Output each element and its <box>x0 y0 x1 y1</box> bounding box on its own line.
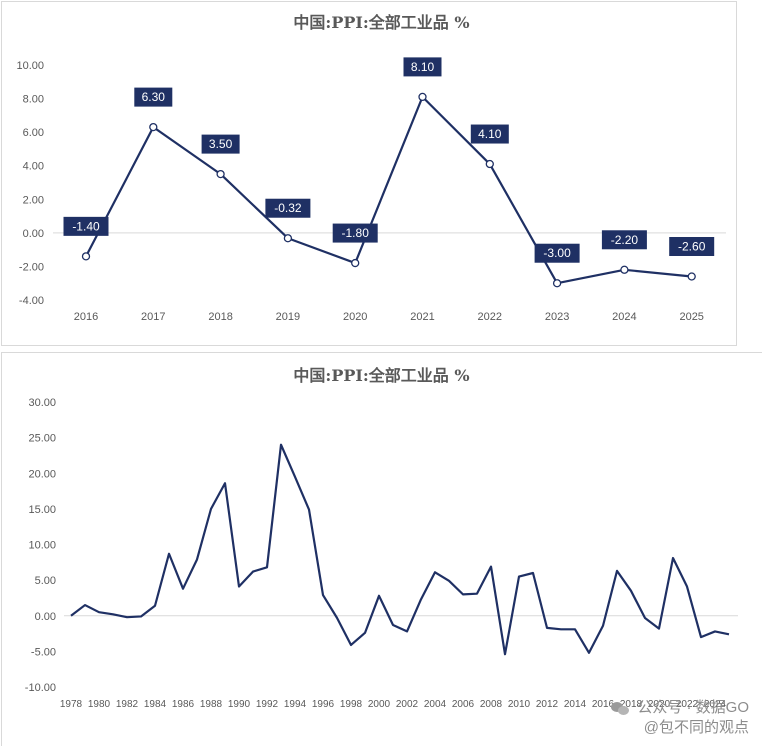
y-tick-label: -4.00 <box>19 295 44 307</box>
y-tick-label: 4.00 <box>23 161 44 173</box>
data-label-box <box>534 243 580 263</box>
y-tick-label: 10.00 <box>16 60 44 72</box>
x-tick-label: 2020 <box>648 699 671 710</box>
chart-panel-recent: 中国:PPI:全部工业品 % 10.00 8.00 6.00 4.00 2.00 0.00… <box>0 0 763 346</box>
y-tick-label: 15.00 <box>28 504 56 516</box>
line-chart-2016-2025: 10.00 8.00 6.00 4.00 2.00 0.00 -2.00 -4.00 2016 2… <box>16 57 726 323</box>
x-tick-label: 2025 <box>679 311 703 323</box>
series-line <box>70 443 730 656</box>
x-tick-label: 1988 <box>200 699 223 710</box>
data-label-box <box>601 230 647 250</box>
watermark-account: 公众号 · 数据GO <box>637 699 749 716</box>
x-tick-label: 1982 <box>116 699 139 710</box>
data-point <box>283 234 293 243</box>
x-tick-label: 2022 <box>676 699 699 710</box>
data-label: -2.20 <box>611 233 639 247</box>
y-tick-label: -5.00 <box>31 646 56 658</box>
data-point <box>687 272 696 281</box>
x-tick-label: 2002 <box>396 699 419 710</box>
data-label-box <box>669 237 715 256</box>
x-tick-label: 2018 <box>208 311 232 323</box>
data-label: -3.00 <box>543 246 571 260</box>
data-label: -1.80 <box>342 226 370 240</box>
x-tick-label: 2022 <box>478 311 502 323</box>
x-tick-label: 2024 <box>612 311 636 323</box>
y-tick-label: 25.00 <box>28 433 56 445</box>
x-tick-label: 2018 <box>620 699 643 710</box>
y-tick-label: 5.00 <box>35 575 56 587</box>
data-label-box <box>403 57 442 77</box>
data-label: -0.32 <box>274 201 302 215</box>
chart-frame <box>1 1 737 346</box>
chart-title: 中国:PPI:全部工业品 % <box>293 366 470 385</box>
chart-frame <box>1 352 762 746</box>
x-tick-label: 2014 <box>564 699 587 710</box>
data-label: 8.10 <box>411 60 435 74</box>
x-tick-label: 1996 <box>312 699 335 710</box>
x-tick-label: 2023 <box>545 311 569 323</box>
x-tick-label: 1992 <box>256 699 279 710</box>
y-tick-label: 2.00 <box>23 194 44 206</box>
y-tick-label: 0.00 <box>35 611 56 623</box>
x-tick-label: 1986 <box>172 699 195 710</box>
data-point <box>418 92 427 102</box>
x-tick-label: 2021 <box>410 311 434 323</box>
series-line <box>85 95 692 285</box>
data-label-box <box>470 124 509 144</box>
y-tick-label: 6.00 <box>23 127 44 139</box>
data-label: -2.60 <box>678 240 706 254</box>
x-tick-label: 1990 <box>228 699 251 710</box>
y-tick-label: 10.00 <box>28 540 56 552</box>
data-label: 3.50 <box>209 137 233 151</box>
x-tick-label: 2000 <box>368 699 391 710</box>
watermark: 公众号 · 数据GO @包不同的观点 <box>611 698 749 738</box>
data-point <box>149 122 158 132</box>
x-tick-label: 2010 <box>508 699 531 710</box>
x-tick-label: 2016 <box>74 311 98 323</box>
data-point <box>81 252 91 261</box>
data-point <box>552 279 562 288</box>
data-point <box>216 169 225 179</box>
x-tick-label: 2017 <box>141 311 165 323</box>
x-tick-label: 1980 <box>88 699 111 710</box>
y-tick-label: 20.00 <box>28 468 56 480</box>
data-label-box <box>63 216 109 236</box>
x-tick-label: 2004 <box>424 699 447 710</box>
watermark-author: @包不同的观点 <box>643 719 749 736</box>
x-tick-label: 1984 <box>144 699 167 710</box>
data-label: -1.40 <box>72 219 100 233</box>
data-label-box <box>134 87 173 107</box>
data-label: 6.30 <box>142 90 166 104</box>
data-label-box <box>265 198 311 218</box>
x-tick-label: 2016 <box>592 699 615 710</box>
wechat-icon <box>611 700 631 716</box>
x-tick-label: 2006 <box>452 699 475 710</box>
x-tick-label: 1994 <box>284 699 307 710</box>
data-point <box>620 265 629 274</box>
y-tick-label: 0.00 <box>23 228 44 240</box>
data-label: 4.10 <box>478 127 502 141</box>
x-tick-label: 2008 <box>480 699 503 710</box>
y-tick-label: -10.00 <box>25 682 56 694</box>
data-label-box <box>332 223 378 243</box>
x-tick-label: 1978 <box>60 699 83 710</box>
y-tick-label: 8.00 <box>23 94 44 106</box>
x-tick-label: 1998 <box>340 699 363 710</box>
x-tick-label: 2019 <box>276 311 300 323</box>
data-point <box>351 258 360 268</box>
data-point <box>485 159 494 169</box>
chart-title: 中国:PPI:全部工业品 % <box>293 13 470 32</box>
x-tick-label: 2020 <box>343 311 367 323</box>
data-label-box <box>201 134 240 154</box>
x-tick-label: 2024 <box>704 699 727 710</box>
y-tick-label: 30.00 <box>28 397 56 409</box>
x-tick-label: 2012 <box>536 699 559 710</box>
line-chart-1978-2025: 30.00 25.00 20.00 15.00 10.00 5.00 0.00 -5.00 -1… <box>25 397 738 710</box>
y-tick-label: -2.00 <box>19 261 44 273</box>
chart-panel-history: 中国:PPI:全部工业品 % 30.00 25.00 20.00 15.00 10.00… <box>0 352 763 746</box>
